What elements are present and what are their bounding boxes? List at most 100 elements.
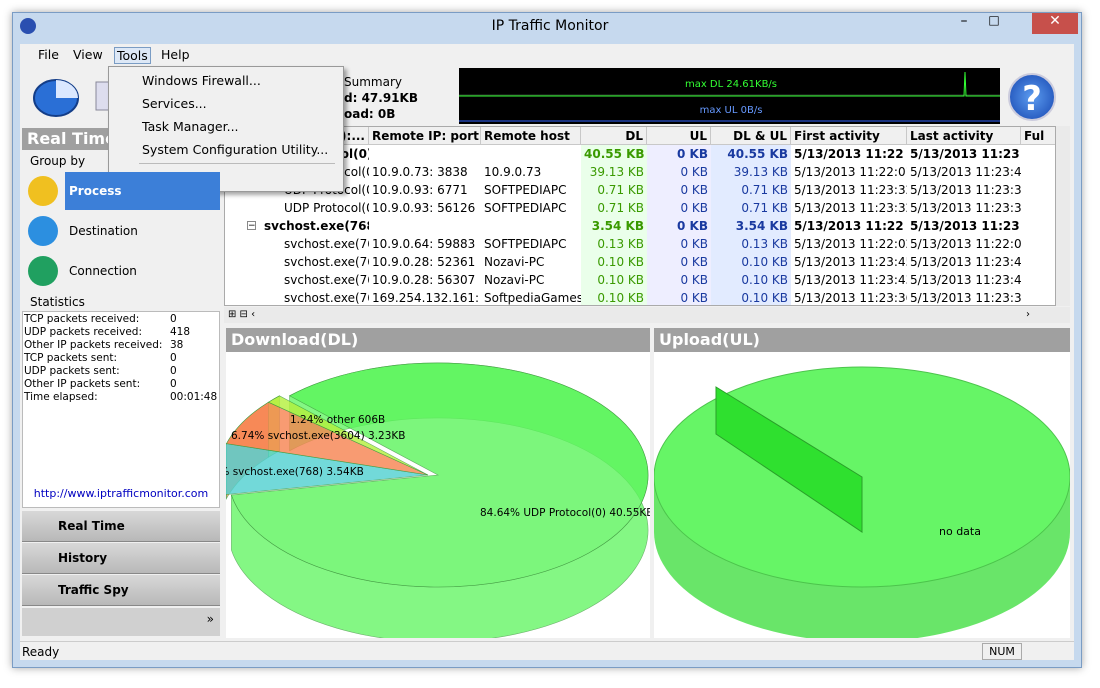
column-bg [581,217,647,235]
menu-option[interactable]: System Configuration Utility... [142,142,329,157]
nav-footer: » [22,608,220,636]
table-cell: 5/13/2013 11:23:34 [910,201,1021,215]
summary-title: Summary [344,75,402,89]
group-icon[interactable] [28,176,58,206]
column-bg [711,289,791,305]
group-item[interactable]: Destination [69,224,138,238]
table-cell: Nozavi-PC [484,255,545,269]
ul-chart-title: Upload(UL) [654,328,1070,352]
table-cell: 10.9.0.28: 56307 [372,273,476,287]
pie-icon-slice [56,80,78,98]
column-bg [711,163,791,181]
close-button[interactable]: ✕ [1032,13,1078,34]
stat-label: Other IP packets sent: [24,378,141,390]
stat-label: TCP packets sent: [24,352,118,364]
summary-ul: oad: 0B [344,107,396,121]
table-cell: 5/13/2013 11:22:01 [794,165,907,179]
menu-item[interactable]: File [38,47,59,62]
nav-button[interactable]: History [22,543,220,574]
table-cell: SOFTPEDIAPC [484,237,567,251]
group-selected [65,172,220,210]
table-cell: 5/13/2013 11:23:36 [910,291,1021,305]
menu-option[interactable]: Windows Firewall... [142,73,261,88]
tree-toggle[interactable]: − [247,221,256,231]
stat-label: UDP packets received: [24,326,142,338]
table-cell: 0 KB [680,201,708,215]
table-cell: svchost.exe(768) [284,273,369,287]
column-header[interactable]: DL [581,127,647,145]
menu-option[interactable]: Services... [142,96,207,111]
table-cell: 5/13/2013 11:23:32 [794,201,907,215]
window-buttons[interactable]: – □ ✕ [950,13,1080,34]
table-cell: 0 KB [680,183,708,197]
site-link[interactable]: http://www.iptrafficmonitor.com [33,487,209,500]
menu-separator [139,163,335,164]
column-bg [581,181,647,199]
column-bg [647,145,711,163]
nav-button[interactable]: Real Time [22,511,220,542]
stat-value: 0 [170,365,177,377]
group-item[interactable]: Connection [69,264,137,278]
table-cell: 0 KB [680,273,708,287]
expand-chevron[interactable]: » [206,612,214,626]
table-cell: 40.55 KB [727,147,788,161]
menu-item[interactable]: Help [161,47,190,62]
graph-ul-label: max UL 0B/s [700,105,763,116]
table-cell: 10.9.0.73 [484,165,542,179]
column-bg [711,253,791,271]
table-cell: 0 KB [680,255,708,269]
pie-slice [230,362,649,588]
table-cell: 5/13/2013 11:22:06 [910,237,1021,251]
h-scrollbar[interactable]: ⊞ ⊟ ‹ › [224,307,1070,323]
group-icon[interactable] [28,216,58,246]
column-header[interactable]: Remote IP: port [369,127,481,145]
column-header[interactable]: Last activity [907,127,1021,145]
status-bar: Ready NUM [20,641,1074,661]
menu-option[interactable]: Task Manager... [142,119,239,134]
maximize-button[interactable]: □ [988,13,1000,27]
pie-label: 84.64% UDP Protocol(0) 40.55KB [480,507,650,519]
pie-slice [267,395,429,476]
menu-item[interactable]: Tools [114,47,151,64]
column-bg [711,145,791,163]
column-bg [647,217,711,235]
nav-button[interactable]: Traffic Spy [22,575,220,606]
column-header[interactable]: UL [647,127,711,145]
stat-value: 38 [170,339,184,351]
v-scrollbar[interactable] [1056,126,1070,306]
table-cell: SoftpediaGames [484,291,581,305]
table-cell: 10.9.0.28: 52361 [372,255,476,269]
column-header[interactable]: DL & UL [711,127,791,145]
pie-slice [226,443,429,495]
table-cell: 0.10 KB [741,255,788,269]
group-icon[interactable] [28,256,58,286]
statistics-panel [22,311,220,508]
column-bg [581,271,647,289]
table-cell: 0 KB [680,165,708,179]
table-cell: 0.10 KB [741,273,788,287]
menu-item[interactable]: View [73,47,103,62]
table-cell: 0.71 KB [741,183,788,197]
table-cell: 0.10 KB [741,291,788,305]
table-cell: 169.254.132.161: [372,291,480,305]
column-header[interactable]: Ful [1021,127,1055,145]
column-bg [711,271,791,289]
column-bg [647,199,711,217]
column-bg [581,235,647,253]
table-cell: 0 KB [680,237,708,251]
column-header[interactable]: Remote host [481,127,581,145]
group-item[interactable]: Process [69,184,122,198]
table-cell: svchost.exe(768) [284,255,369,269]
help-button[interactable]: ? [1008,73,1056,121]
minimize-button[interactable]: – [960,13,968,29]
table-cell: 10.9.0.93: 6771 [372,183,468,197]
table-cell: 5/13/2013 11:22 [794,147,904,161]
column-header[interactable]: First activity [791,127,907,145]
table-cell: 0 KB [680,291,708,305]
column-bg [647,271,711,289]
window-title: IP Traffic Monitor [491,18,609,34]
column-bg [647,289,711,305]
table-cell: 0.10 KB [597,273,644,287]
dl-chart-title: Download(DL) [226,328,650,352]
